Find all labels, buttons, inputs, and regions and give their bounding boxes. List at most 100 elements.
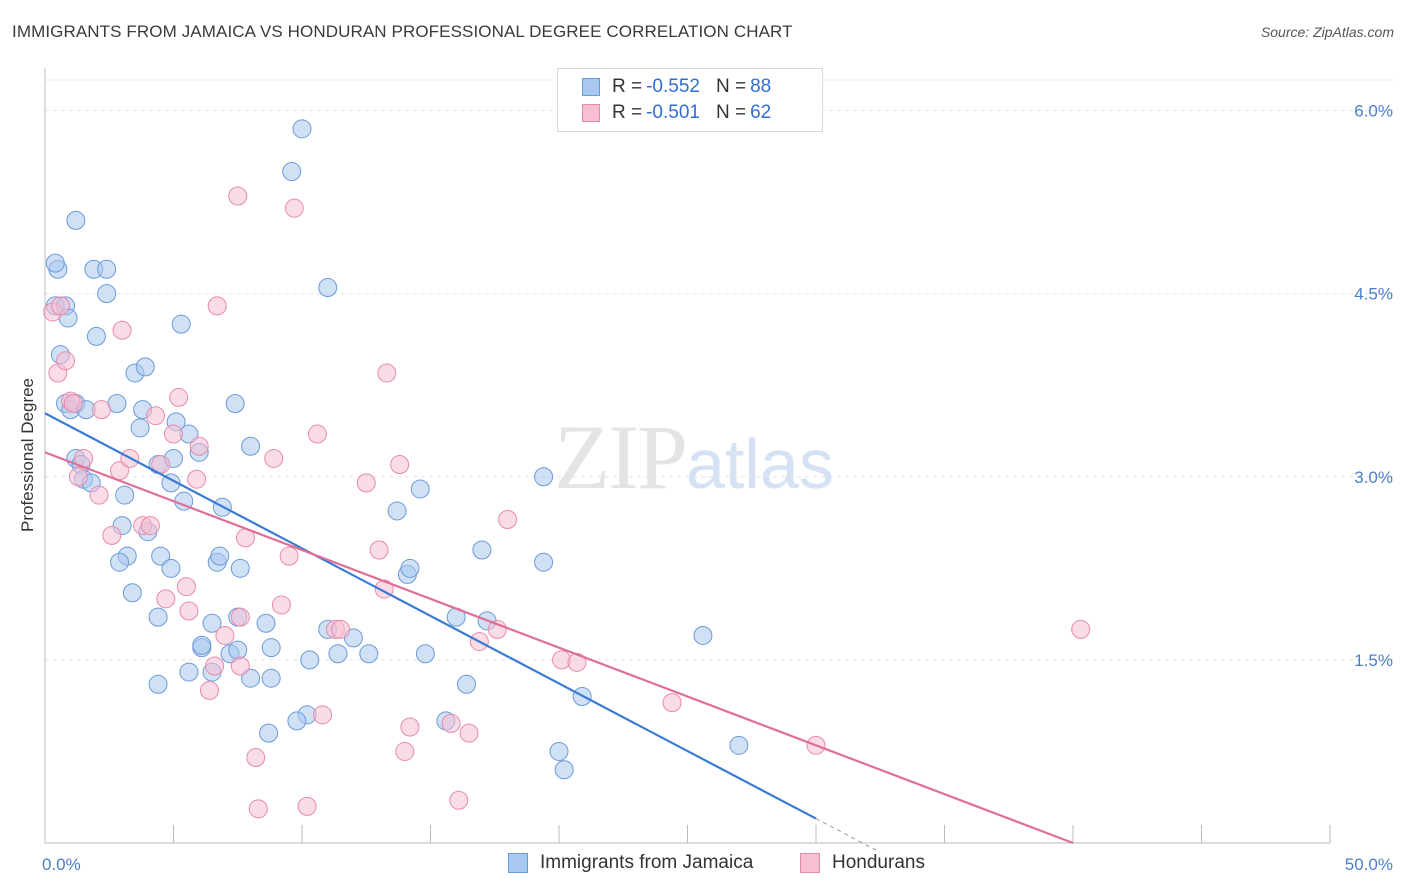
legend-r-label: R = [612, 76, 643, 97]
point-jamaica [110, 552, 130, 572]
bottom-legend-jamaica[interactable]: Immigrants from Jamaica [508, 852, 753, 874]
watermark-atlas: atlas [686, 425, 834, 503]
trend-lines [44, 412, 1074, 853]
point-jamaica [261, 668, 281, 688]
point-jamaica [45, 253, 65, 273]
point-hondurans [146, 406, 166, 426]
bottom-legend-hondurans[interactable]: Hondurans [800, 852, 925, 874]
point-hondurans [215, 625, 235, 645]
point-hondurans [169, 387, 189, 407]
point-jamaica [230, 558, 250, 578]
bottom-legend-label: Hondurans [832, 852, 925, 873]
point-jamaica [534, 552, 554, 572]
point-hondurans [331, 619, 351, 639]
point-jamaica [282, 162, 302, 182]
point-hondurans [112, 320, 132, 340]
point-jamaica [554, 760, 574, 780]
watermark-zip: ZIP [554, 406, 688, 508]
point-jamaica [210, 546, 230, 566]
legend: R = -0.552 N = 88 R = -0.501 N = 62 [557, 68, 823, 132]
legend-swatch-pink [582, 104, 600, 122]
bottom-legend: Immigrants from Jamaica Hondurans [0, 852, 1406, 878]
point-hondurans [271, 595, 291, 615]
point-jamaica [97, 259, 117, 279]
trend-line-jamaica [44, 412, 817, 820]
series-jamaica-points [45, 119, 749, 780]
point-hondurans [63, 394, 83, 414]
x-tick-label-max: 50.0% [1345, 855, 1393, 874]
point-jamaica [241, 436, 261, 456]
point-jamaica [241, 668, 261, 688]
tick-labels: 1.5% 3.0% 4.5% 6.0% 0.0% 50.0% [42, 102, 1393, 874]
point-jamaica [130, 418, 150, 438]
legend-swatch-blue [582, 78, 600, 96]
legend-r-label: R = [612, 102, 643, 123]
bottom-legend-swatch-pink [800, 853, 820, 873]
legend-r-value: -0.501 [646, 102, 700, 123]
point-hondurans [205, 656, 225, 676]
point-jamaica [387, 501, 407, 521]
watermark: ZIPatlas [554, 404, 834, 510]
point-hondurans [400, 717, 420, 737]
point-hondurans [449, 790, 469, 810]
point-hondurans [156, 589, 176, 609]
point-jamaica [256, 613, 276, 633]
point-jamaica [359, 644, 379, 664]
point-hondurans [230, 656, 250, 676]
legend-row-jamaica: R = -0.552 N = 88 [582, 74, 771, 100]
point-hondurans [248, 799, 268, 819]
point-jamaica [161, 558, 181, 578]
point-hondurans [297, 796, 317, 816]
point-jamaica [318, 278, 338, 298]
point-jamaica [161, 473, 181, 493]
point-jamaica [171, 314, 191, 334]
x-tick-label-min: 0.0% [42, 855, 81, 874]
y-tick-label: 4.5% [1354, 285, 1393, 304]
point-hondurans [140, 516, 160, 536]
point-hondurans [179, 601, 199, 621]
y-axis-label: Professional Degree [18, 378, 37, 532]
point-hondurans [176, 577, 196, 597]
point-jamaica [549, 741, 569, 761]
point-hondurans [230, 607, 250, 627]
chart-title: IMMIGRANTS FROM JAMAICA VS HONDURAN PROF… [12, 22, 793, 41]
point-jamaica [228, 640, 248, 660]
legend-row-hondurans: R = -0.501 N = 62 [582, 100, 771, 126]
point-hondurans [228, 186, 248, 206]
point-jamaica [115, 485, 135, 505]
point-hondurans [498, 509, 518, 529]
point-jamaica [287, 711, 307, 731]
point-hondurans [567, 652, 587, 672]
trend-line-jamaica-extension [815, 818, 881, 853]
point-hondurans [369, 540, 389, 560]
point-jamaica [300, 650, 320, 670]
point-hondurans [264, 448, 284, 468]
point-jamaica [151, 546, 171, 566]
point-hondurans [313, 705, 333, 725]
y-tick-label: 6.0% [1354, 102, 1393, 121]
point-jamaica [328, 644, 348, 664]
point-jamaica [456, 674, 476, 694]
point-hondurans [187, 469, 207, 489]
point-hondurans [390, 455, 410, 475]
point-jamaica [86, 326, 106, 346]
y-tick-label: 3.0% [1354, 468, 1393, 487]
point-hondurans [68, 467, 88, 487]
point-jamaica [122, 583, 142, 603]
point-jamaica [534, 467, 554, 487]
legend-n-label: N = [715, 102, 747, 123]
point-hondurans [279, 546, 299, 566]
point-hondurans [356, 473, 376, 493]
bottom-legend-label: Immigrants from Jamaica [540, 852, 754, 873]
point-jamaica [135, 357, 155, 377]
series-hondurans-points [43, 186, 1091, 819]
point-jamaica [66, 210, 86, 230]
trend-line-hondurans [44, 451, 1074, 845]
point-hondurans [284, 198, 304, 218]
point-hondurans [207, 296, 227, 316]
point-hondurans [395, 741, 415, 761]
point-jamaica [148, 674, 168, 694]
point-jamaica [261, 638, 281, 658]
bottom-legend-swatch-blue [508, 853, 528, 873]
y-tick-label: 1.5% [1354, 651, 1393, 670]
